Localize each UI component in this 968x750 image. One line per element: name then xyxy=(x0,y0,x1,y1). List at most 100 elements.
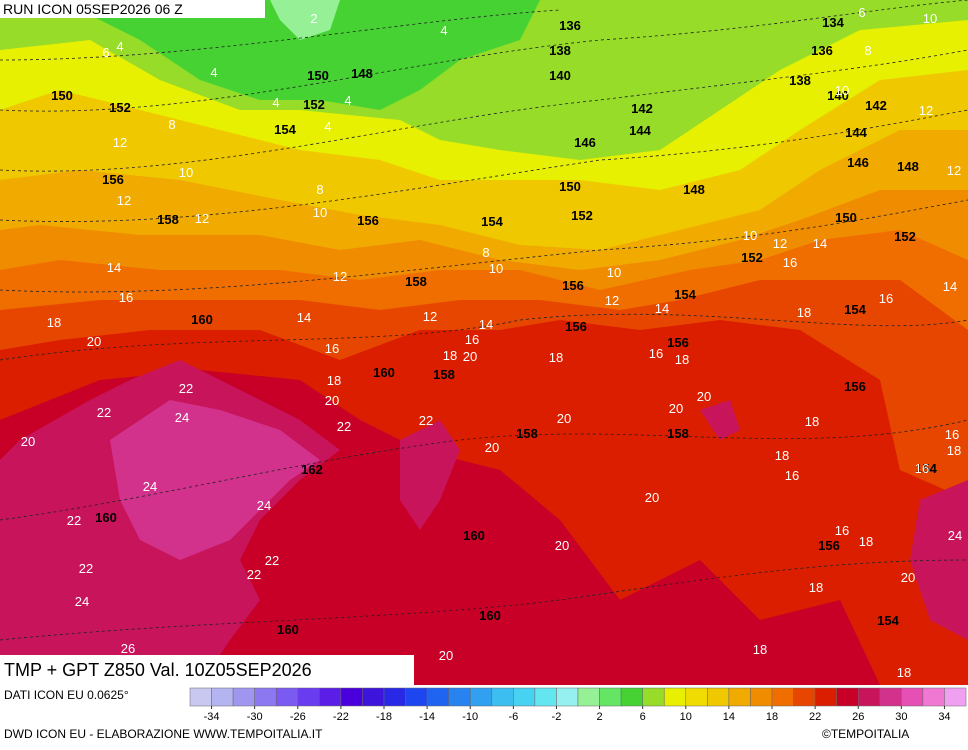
temperature-label: 20 xyxy=(697,389,711,404)
colorbar-swatch xyxy=(922,687,945,707)
colorbar-swatch xyxy=(599,687,622,707)
field xyxy=(270,0,340,40)
colorbar: -34 -30 -26 -22 -18 -14 -10 -6 -2 2 6 10 14 18 22 26 30 3… xyxy=(189,687,967,723)
colorbar-tick-label: -18 xyxy=(376,711,392,723)
geopotential-label: 158 xyxy=(667,426,689,441)
colorbar-swatch xyxy=(254,687,277,707)
colorbar-tick-label: 2 xyxy=(596,711,602,723)
geopotential-label: 160 xyxy=(277,622,299,637)
temperature-label: 12 xyxy=(605,293,619,308)
temperature-label: 16 xyxy=(465,332,479,347)
temperature-label: 4 xyxy=(210,65,217,80)
temperature-label: 4 xyxy=(324,119,331,134)
source-label: DATI ICON EU 0.0625° xyxy=(4,688,129,702)
temperature-label: 16 xyxy=(915,461,929,476)
temperature-label: 20 xyxy=(669,401,683,416)
colorbar-swatch xyxy=(663,687,687,707)
temperature-label: 20 xyxy=(485,440,499,455)
isohypse xyxy=(0,313,968,361)
temperature-label: 12 xyxy=(919,103,933,118)
copyright-label: ©TEMPOITALIA xyxy=(822,727,909,741)
colorbar-swatch xyxy=(426,687,449,707)
geopotential-label: 142 xyxy=(631,101,653,116)
geopotential-label: 154 xyxy=(274,122,296,137)
colorbar-swatch xyxy=(685,687,708,707)
temperature-label: 16 xyxy=(119,290,133,305)
temperature-label: 10 xyxy=(743,228,757,243)
geopotential-label: 152 xyxy=(741,250,763,265)
temperature-label: 14 xyxy=(479,317,493,332)
geopotential-label: 156 xyxy=(844,379,866,394)
temperature-label: 20 xyxy=(557,411,571,426)
run-box xyxy=(0,0,265,18)
temperature-label: 12 xyxy=(333,269,347,284)
geopotential-label: 152 xyxy=(303,97,325,112)
geopotential-label: 136 xyxy=(811,43,833,58)
isohypse xyxy=(0,0,968,112)
geopotential-label: 148 xyxy=(351,66,373,81)
geopotential-label: 150 xyxy=(835,210,857,225)
temperature-label: 20 xyxy=(645,490,659,505)
temperature-label: 12 xyxy=(773,236,787,251)
isohypse xyxy=(0,49,968,172)
geopotential-label: 148 xyxy=(897,159,919,174)
temperature-label: 22 xyxy=(419,413,433,428)
temperature-label: 18 xyxy=(897,665,911,680)
colorbar-tick-label: -34 xyxy=(204,711,220,723)
geopotential-label: 158 xyxy=(405,274,427,289)
colorbar-swatch xyxy=(340,687,363,707)
colorbar-swatch xyxy=(189,687,212,707)
temperature-label: 22 xyxy=(97,405,111,420)
temperature-label: 22 xyxy=(79,561,93,576)
temperature-label: 14 xyxy=(943,279,957,294)
temperature-label: 2 xyxy=(310,11,317,26)
temperature-label: 6 xyxy=(102,45,109,60)
temperature-label: 20 xyxy=(463,349,477,364)
colorbar-tick-label: 26 xyxy=(852,711,864,723)
geopotential-label: 142 xyxy=(865,98,887,113)
colorbar-swatch xyxy=(879,687,902,707)
temperature-label: 10 xyxy=(607,265,621,280)
geopotential-label: 154 xyxy=(481,214,503,229)
geopotential-label: 160 xyxy=(479,608,501,623)
temperature-label: 8 xyxy=(168,117,175,132)
colorbar-swatch xyxy=(771,687,794,707)
colorbar-swatch xyxy=(750,687,773,707)
colorbar-swatch xyxy=(383,687,406,707)
colorbar-swatch xyxy=(513,687,536,707)
geopotential-label: 140 xyxy=(827,88,849,103)
geopotential-label: 160 xyxy=(373,365,395,380)
temperature-label: 8 xyxy=(482,245,489,260)
field xyxy=(60,0,540,110)
temperature-label: 20 xyxy=(901,570,915,585)
credit-label: DWD ICON EU - ELABORAZIONE WWW.TEMPOITAL… xyxy=(4,727,323,741)
temperature-label: 20 xyxy=(87,334,101,349)
colorbar-tick-label: 22 xyxy=(809,711,821,723)
geopotential-label: 138 xyxy=(789,73,811,88)
temperature-label: 18 xyxy=(775,448,789,463)
geopotential-label: 146 xyxy=(574,135,596,150)
geopotential-label: 154 xyxy=(674,287,696,302)
colorbar-swatch xyxy=(319,687,342,707)
geopotential-label: 152 xyxy=(109,100,131,115)
temperature-label: 8 xyxy=(316,182,323,197)
temperature-label: 24 xyxy=(175,410,189,425)
temperature-label: 14 xyxy=(297,310,311,325)
colorbar-tick-label: -2 xyxy=(552,711,562,723)
temperature-label: 4 xyxy=(440,23,447,38)
temperature-label: 16 xyxy=(785,468,799,483)
geopotential-label: 134 xyxy=(822,15,844,30)
temperature-label: 12 xyxy=(195,211,209,226)
colorbar-tick-label: 18 xyxy=(766,711,778,723)
temperature-label: 10 xyxy=(835,83,849,98)
geopotential-label: 154 xyxy=(915,461,937,476)
colorbar-swatch xyxy=(448,687,471,707)
geopotential-label: 152 xyxy=(571,208,593,223)
temperature-label: 4 xyxy=(116,39,123,54)
geopotential-label: 154 xyxy=(844,302,866,317)
geopotential-label: 150 xyxy=(559,179,581,194)
run-label: RUN ICON 05SEP2026 06 Z xyxy=(3,1,183,17)
temperature-label: 10 xyxy=(313,205,327,220)
temperature-label: 20 xyxy=(325,393,339,408)
